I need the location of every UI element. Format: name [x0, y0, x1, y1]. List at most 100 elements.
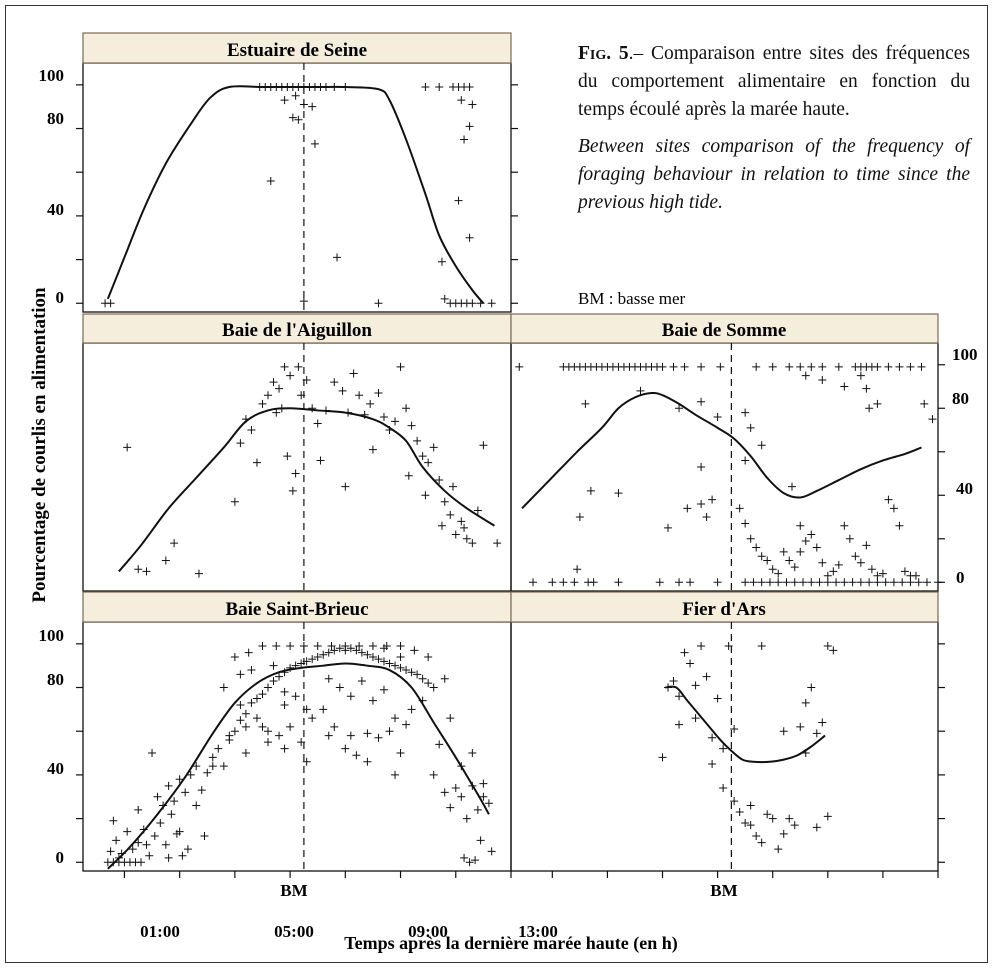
data-point-saint-brieuc: [269, 676, 278, 685]
data-point-saint-brieuc: [192, 801, 201, 810]
data-point-saint-brieuc: [236, 701, 245, 709]
data-point-seine: [437, 257, 446, 266]
caption-english: Between sites comparison of the frequenc…: [578, 136, 970, 213]
data-point-saint-brieuc: [468, 749, 477, 758]
data-point-fier: [680, 648, 689, 657]
y-tick-label-40-brieuc: 40: [47, 759, 64, 778]
strip-fier: Fier d'Ars: [510, 591, 939, 623]
data-point-saint-brieuc: [219, 683, 228, 692]
data-point-saint-brieuc: [178, 851, 187, 860]
data-point-somme: [768, 565, 777, 574]
data-point-aiguillon: [366, 399, 375, 408]
data-point-somme: [840, 578, 849, 587]
data-point-aiguillon: [404, 471, 413, 480]
data-point-saint-brieuc: [346, 731, 355, 740]
data-point-somme: [807, 578, 816, 587]
data-point-somme: [741, 408, 750, 417]
data-point-saint-brieuc: [134, 805, 143, 814]
data-point-fier: [675, 692, 684, 701]
y-tick-label-100-brieuc: 100: [39, 626, 65, 645]
figure-frame: [5, 5, 988, 963]
data-point-aiguillon: [421, 491, 430, 500]
data-point-aiguillon: [247, 426, 256, 435]
data-point-somme: [559, 578, 568, 587]
y-axis-left-seine: 100 80 40 0: [39, 66, 65, 307]
data-point-somme: [782, 578, 791, 587]
data-point-saint-brieuc: [479, 779, 488, 788]
data-point-somme: [834, 362, 843, 371]
data-point-saint-brieuc: [297, 659, 306, 668]
data-point-somme: [840, 382, 849, 391]
strip-aiguillon: Baie de l'Aiguillon: [82, 313, 512, 344]
data-point-fier: [697, 642, 706, 651]
data-point-somme: [917, 362, 926, 371]
data-point-fier: [812, 729, 821, 738]
data-point-saint-brieuc: [297, 738, 306, 747]
data-point-saint-brieuc: [319, 650, 328, 659]
data-point-saint-brieuc: [247, 698, 256, 707]
data-point-saint-brieuc: [435, 740, 444, 749]
data-point-seine: [465, 233, 474, 242]
panel-box-fier: [510, 621, 939, 872]
data-point-somme: [752, 362, 761, 371]
data-point-somme: [614, 489, 623, 498]
data-point-saint-brieuc: [429, 683, 438, 692]
data-point-aiguillon: [413, 436, 422, 445]
data-point-saint-brieuc: [368, 642, 377, 651]
data-point-saint-brieuc: [275, 672, 284, 681]
data-point-saint-brieuc: [368, 652, 377, 661]
data-point-saint-brieuc: [330, 722, 339, 731]
data-point-aiguillon: [435, 476, 444, 485]
data-point-saint-brieuc: [280, 744, 289, 753]
data-point-fier: [686, 659, 695, 668]
y-tick-label-100-somme: 100: [952, 345, 978, 364]
data-point-saint-brieuc: [272, 642, 281, 651]
data-point-aiguillon: [379, 412, 388, 421]
data-point-seine: [294, 115, 303, 124]
data-point-somme: [812, 543, 821, 552]
data-point-saint-brieuc: [355, 642, 364, 651]
data-point-aiguillon: [123, 443, 132, 452]
data-point-aiguillon: [142, 567, 151, 576]
data-point-somme: [746, 423, 755, 432]
data-point-seine: [106, 299, 115, 308]
data-point-saint-brieuc: [363, 650, 372, 659]
data-point-saint-brieuc: [363, 757, 372, 766]
data-point-somme: [779, 547, 788, 556]
data-point-saint-brieuc: [192, 762, 201, 771]
panel-box-aiguillon: [82, 342, 512, 592]
data-point-somme: [922, 578, 931, 587]
data-point-somme: [785, 362, 794, 371]
data-layer: [76, 63, 945, 878]
data-point-saint-brieuc: [197, 786, 206, 795]
data-point-fier: [691, 714, 700, 723]
data-point-saint-brieuc: [352, 646, 361, 655]
data-point-saint-brieuc: [418, 674, 427, 683]
data-point-aiguillon: [460, 523, 469, 532]
data-point-saint-brieuc: [134, 838, 143, 847]
panel-title-somme: Baie de Somme: [662, 320, 787, 341]
data-point-somme: [818, 558, 827, 567]
data-point-saint-brieuc: [446, 803, 455, 812]
data-point-saint-brieuc: [471, 856, 480, 865]
data-point-somme: [683, 504, 692, 513]
data-point-somme: [807, 362, 816, 371]
data-point-saint-brieuc: [241, 749, 250, 758]
y-axis-left-saint-brieuc: 100 80 40 0: [39, 626, 65, 867]
data-point-saint-brieuc: [214, 744, 223, 753]
data-point-aiguillon: [407, 421, 416, 430]
data-point-somme: [713, 412, 722, 421]
data-point-seine: [421, 83, 430, 92]
y-tick-label-80-brieuc: 80: [47, 670, 64, 689]
data-point-saint-brieuc: [440, 674, 449, 683]
data-point-aiguillon: [424, 458, 433, 467]
data-point-saint-brieuc: [258, 642, 267, 651]
x-axis: BM BM 01:00 05:00 09:00 13:00: [140, 881, 738, 941]
data-point-somme: [757, 578, 766, 587]
data-point-aiguillon: [374, 389, 383, 398]
data-point-saint-brieuc: [275, 731, 284, 740]
data-point-aiguillon: [294, 362, 303, 371]
data-point-somme: [655, 578, 664, 587]
data-point-aiguillon: [418, 452, 427, 461]
data-point-somme: [669, 362, 678, 371]
